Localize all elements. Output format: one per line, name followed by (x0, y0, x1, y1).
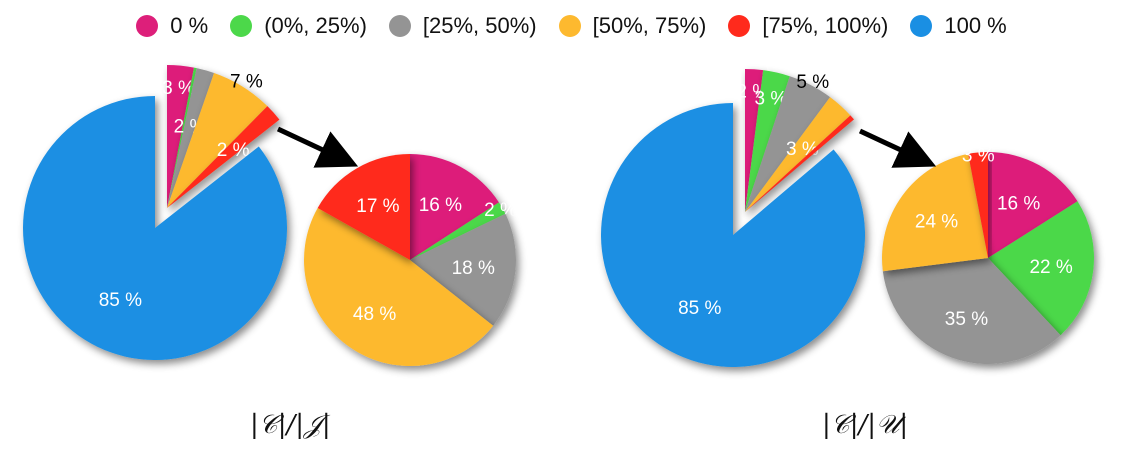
legend: 0 % (0%, 25%) [25%, 50%) [50%, 75%) [75%, 10… (0, 8, 1143, 44)
pie-slice (745, 70, 790, 212)
legend-swatch (910, 15, 933, 37)
legend-swatch (230, 15, 253, 37)
legend-item: 0 % (136, 13, 208, 39)
breakdown-label: 16 % (419, 195, 462, 216)
legend-swatch (388, 15, 411, 37)
pie-slice (745, 97, 851, 212)
legend-item: [75%, 100%) (728, 13, 888, 39)
pie-slice (745, 69, 764, 212)
pie-slice (167, 106, 280, 208)
legend-label: (0%, 25%) (264, 13, 367, 38)
breakdown-label: 18 % (452, 258, 495, 279)
breakdown-label: 2 % (484, 200, 517, 221)
arrow-icon (858, 128, 937, 168)
breakdown-slice (988, 201, 1094, 336)
pie-panel-1: 3 %2 %7 %2 %85 %16 % 2 %18 %48 %17 % (22, 65, 517, 366)
legend-item: [50%, 75%) (558, 13, 707, 39)
legend-label: [25%, 50%) (422, 13, 537, 38)
legend-item: 100 % (910, 13, 1007, 39)
legend-label: [50%, 75%) (592, 13, 707, 38)
breakdown-slice (882, 258, 1061, 365)
chart-caption-left: |𝒞|/|𝒥| (250, 410, 331, 440)
pie-slice (745, 76, 831, 212)
pie-slice (167, 67, 197, 208)
breakdown-slice (410, 154, 499, 260)
legend-item: [25%, 50%) (388, 13, 537, 39)
slice-label: 2 % (217, 140, 250, 161)
slice-label: 85 % (99, 290, 142, 311)
slice-label: 3 % (162, 78, 195, 99)
breakdown-slice (410, 213, 516, 326)
breakdown-slice (882, 153, 988, 272)
breakdown-label: 17 % (356, 196, 399, 217)
legend-item: (0%, 25%) (230, 13, 367, 39)
breakdown-slice (988, 152, 1078, 258)
breakdown-label: 3 % (962, 146, 995, 167)
legend-label: 0 % (170, 13, 209, 38)
breakdown-slice (410, 202, 506, 260)
pie-slice (745, 115, 854, 212)
arrow-icon (276, 126, 359, 168)
legend-label: [75%, 100%) (762, 13, 889, 38)
breakdown-label: 24 % (915, 212, 958, 233)
breakdown-slice (304, 207, 494, 366)
legend-swatch (136, 15, 159, 37)
breakdown-label: 35 % (945, 309, 988, 330)
pie-slice (600, 103, 865, 367)
legend-swatch (558, 15, 581, 37)
legend-swatch (728, 15, 751, 37)
breakdown-slice (317, 154, 410, 260)
breakdown-label: 16 % (997, 193, 1040, 214)
pie-slice (167, 72, 268, 208)
pie-slice (167, 68, 215, 208)
breakdown-label: 22 % (1029, 257, 1072, 278)
chart-caption-right: |𝒞|/|𝒰| (822, 410, 909, 440)
slice-label: 3 % (755, 89, 788, 110)
slice-label: 85 % (678, 298, 721, 319)
breakdown-slice (968, 152, 988, 258)
pie-slice (167, 65, 194, 208)
slice-label: 5 % (796, 72, 829, 93)
breakdown-label: 48 % (353, 304, 396, 325)
pie-slice (22, 96, 287, 361)
legend-label: 100 % (944, 13, 1007, 38)
pie-panel-2: 2 %3 %5 %3 %85 %16 %22 %35 %24 %3 % (600, 69, 1094, 367)
slice-label: 7 % (230, 72, 263, 93)
